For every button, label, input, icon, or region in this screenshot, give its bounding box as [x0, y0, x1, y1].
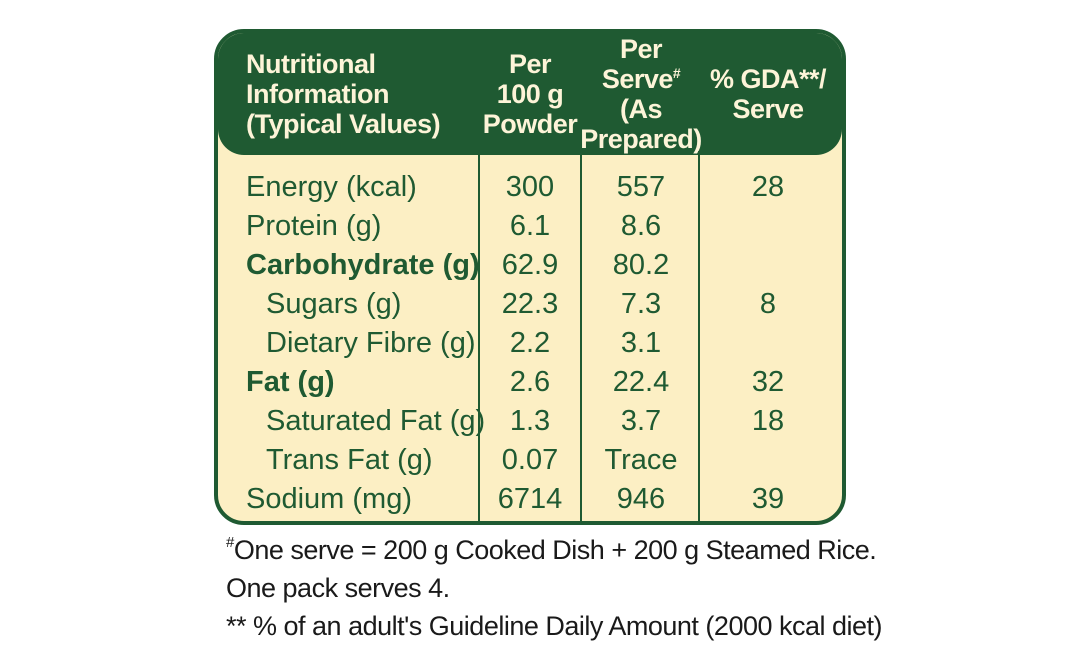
per-100g-value: 2.2	[509, 327, 551, 359]
per-serve-value: 80.2	[612, 249, 670, 281]
per-100g-value: 1.3	[509, 405, 551, 437]
table-row: Dietary Fibre (g) 2.2 3.1	[218, 324, 842, 363]
table-row: Protein (g) 6.1 8.6	[218, 207, 842, 246]
per-100g-value: 6.1	[509, 210, 551, 242]
header-line: Powder	[482, 109, 578, 139]
nutrient-name: Dietary Fibre (g)	[266, 327, 476, 359]
footnote-gda: ** % of an adult's Guideline Daily Amoun…	[226, 611, 883, 641]
header-line: Per	[508, 49, 552, 79]
nutrient-name: Fat (g)	[246, 366, 335, 398]
table-row: Fat (g) 2.6 22.4 32	[218, 363, 842, 402]
per-serve-value: 3.1	[620, 327, 662, 359]
header-nutrition-information: Nutritional Information (Typical Values)	[246, 33, 486, 155]
header-serve-word: Serve	[601, 64, 674, 94]
nutrient-name: Trans Fat (g)	[266, 444, 433, 476]
gda-value: 18	[751, 405, 785, 437]
per-serve-value: 7.3	[620, 288, 662, 320]
per-serve-value: 22.4	[612, 366, 670, 398]
nutrient-name: Sodium (mg)	[246, 483, 412, 515]
header-line: Information	[246, 79, 390, 109]
nutrient-name: Protein (g)	[246, 210, 382, 242]
nutrient-name: Carbohydrate (g)	[246, 249, 480, 281]
table-row: Carbohydrate (g) 62.9 80.2	[218, 246, 842, 285]
per-100g-value: 2.6	[509, 366, 551, 398]
nutrient-name: Sugars (g)	[266, 288, 402, 320]
footnote-serve: #One serve = 200 g Cooked Dish + 200 g S…	[226, 531, 882, 569]
header-line: % GDA**/	[709, 64, 827, 94]
per-serve-value: 3.7	[620, 405, 662, 437]
nutrient-name: Energy (kcal)	[246, 171, 417, 203]
footnotes: #One serve = 200 g Cooked Dish + 200 g S…	[226, 531, 883, 645]
header-per-100g: Per 100 g Powder	[480, 33, 580, 155]
hash-mark: #	[672, 65, 681, 81]
table-header: Nutritional Information (Typical Values)…	[218, 33, 842, 155]
gda-value: 28	[751, 171, 785, 203]
header-line: Nutritional	[246, 49, 376, 79]
per-100g-value: 22.3	[501, 288, 559, 320]
table-row: Saturated Fat (g) 1.3 3.7 18	[218, 402, 842, 441]
gda-value: 39	[751, 483, 785, 515]
header-line: Per	[619, 34, 663, 64]
header-line: Serve	[732, 94, 804, 124]
per-100g-value: 0.07	[501, 444, 559, 476]
header-line: 100 g	[496, 79, 564, 109]
footnote-text: One serve = 200 g Cooked Dish + 200 g St…	[233, 535, 877, 565]
table-row: Sugars (g) 22.3 7.3 8	[218, 285, 842, 324]
per-100g-value: 6714	[497, 483, 563, 515]
header-gda: % GDA**/ Serve	[702, 33, 834, 155]
column-divider	[580, 151, 582, 521]
header-line: (Typical Values)	[246, 109, 441, 139]
per-100g-value: 62.9	[501, 249, 559, 281]
header-per-serve: Per Serve# (As Prepared)	[580, 33, 702, 155]
hash-mark: #	[226, 534, 234, 551]
per-serve-value: Trace	[604, 444, 678, 476]
gda-value: 32	[751, 366, 785, 398]
gda-value: 8	[759, 288, 777, 320]
per-serve-value: 557	[616, 171, 666, 203]
table-row: Sodium (mg) 6714 946 39	[218, 480, 842, 519]
header-line: Serve# (As	[586, 64, 696, 124]
table-row: Trans Fat (g) 0.07 Trace	[218, 441, 842, 480]
per-100g-value: 300	[505, 171, 555, 203]
per-serve-value: 8.6	[620, 210, 662, 242]
column-divider	[478, 151, 480, 521]
header-as-word: (As	[619, 94, 663, 124]
header-line: Prepared)	[580, 124, 702, 154]
footnote-pack: One pack serves 4.	[226, 573, 450, 603]
table-body: Energy (kcal) 300 557 28 Protein (g) 6.1…	[218, 168, 842, 519]
column-divider	[698, 151, 700, 521]
per-serve-value: 946	[616, 483, 666, 515]
table-row: Energy (kcal) 300 557 28	[218, 168, 842, 207]
nutrient-name: Saturated Fat (g)	[266, 405, 486, 437]
nutrition-table: Nutritional Information (Typical Values)…	[214, 29, 846, 525]
